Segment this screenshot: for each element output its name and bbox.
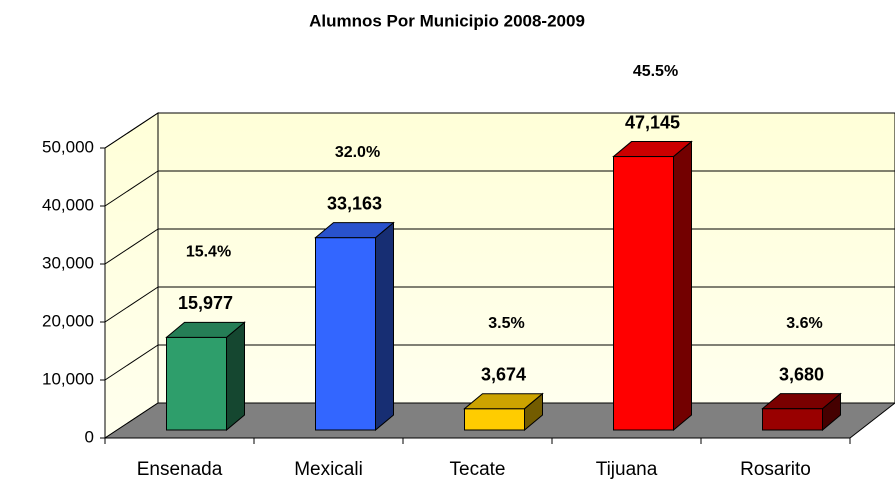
share-label: 15.4% <box>186 244 231 261</box>
bar <box>464 408 525 431</box>
bar-side <box>226 321 245 432</box>
bar-top <box>314 222 395 239</box>
y-tick-label: 20,000 <box>42 311 94 330</box>
bar <box>315 237 376 431</box>
x-tick-label: Tecate <box>450 459 506 480</box>
y-tick-label: 40,000 <box>42 195 94 214</box>
y-tick-label: 0 <box>85 427 94 446</box>
side-wall <box>104 112 159 439</box>
bar <box>762 408 823 431</box>
bar-top <box>761 393 842 410</box>
x-tick-label: Tijuana <box>596 459 658 480</box>
value-label: 33,163 <box>327 193 382 213</box>
share-label: 3.6% <box>786 315 822 332</box>
x-tick-label: Mexicali <box>294 459 363 480</box>
bar-side <box>673 140 692 432</box>
chart-title: Alumnos Por Municipio 2008-2009 <box>309 11 585 30</box>
y-tick-label: 10,000 <box>42 369 94 388</box>
value-label: 3,674 <box>481 364 526 384</box>
bar <box>613 156 674 431</box>
grid-line <box>104 228 159 265</box>
y-tick-label: 50,000 <box>42 137 94 156</box>
grid-line <box>104 344 159 381</box>
bar-top <box>463 393 544 410</box>
grid-line <box>104 286 159 323</box>
y-tick-label: 30,000 <box>42 253 94 272</box>
grid-line <box>104 170 159 207</box>
back-wall <box>157 112 895 404</box>
share-label: 32.0% <box>335 144 380 161</box>
bar-top <box>165 321 246 338</box>
value-label: 15,977 <box>178 293 233 313</box>
value-label: 47,145 <box>625 112 680 132</box>
share-label: 3.5% <box>488 315 524 332</box>
bar-side <box>375 221 394 432</box>
x-tick-label: Ensenada <box>137 459 223 480</box>
grid-line <box>104 112 159 149</box>
bar-top <box>612 141 693 158</box>
bar <box>166 336 227 431</box>
share-label: 45.5% <box>633 63 678 80</box>
x-tick-label: Rosarito <box>740 459 811 480</box>
value-label: 3,680 <box>779 364 824 384</box>
